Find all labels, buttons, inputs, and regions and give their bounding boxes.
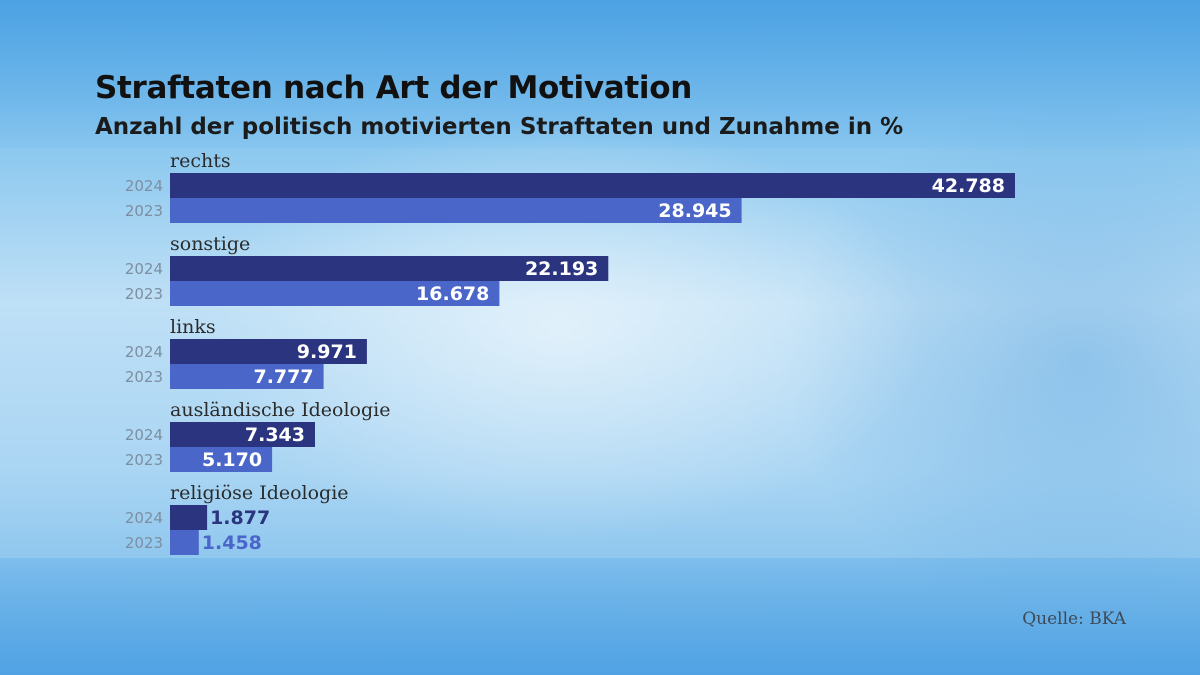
year-label: 2023: [125, 534, 163, 552]
category-label: rechts: [170, 150, 231, 172]
bar-group: links 2024 9.971 2023 7.777: [125, 316, 367, 389]
source-note: Quelle: BKA: [1022, 609, 1126, 629]
category-label: links: [170, 316, 216, 338]
bar-group: rechts 2024 42.788 2023 28.945: [125, 150, 1015, 223]
bar-2024-1: [170, 256, 609, 281]
footer-band: [0, 558, 1200, 675]
year-label: 2024: [125, 177, 163, 195]
value-label: 5.170: [202, 449, 262, 471]
year-label: 2023: [125, 202, 163, 220]
value-label: 1.877: [210, 507, 270, 529]
year-label: 2023: [125, 368, 163, 386]
value-label: 16.678: [416, 283, 489, 305]
bar-2024-2: [170, 339, 367, 364]
year-label: 2024: [125, 260, 163, 278]
category-label: sonstige: [170, 233, 250, 255]
chart-subtitle: Anzahl der politisch motivierten Strafta…: [95, 114, 904, 140]
bar-2023-0: [170, 198, 742, 223]
value-label: 7.777: [253, 366, 313, 388]
bar-group: religiöse Ideologie 2024 1.877 2023 1.458: [125, 482, 349, 555]
value-label: 28.945: [658, 200, 731, 222]
chart-title: Straftaten nach Art der Motivation: [95, 70, 693, 106]
bar-group: ausländische Ideologie 2024 7.343 2023 5.170: [125, 399, 390, 472]
value-label: 7.343: [245, 424, 305, 446]
category-label: ausländische Ideologie: [170, 399, 390, 421]
bar-2024-4: [170, 505, 208, 530]
bar-group: sonstige 2024 22.193 2023 16.678: [125, 233, 609, 306]
year-label: 2023: [125, 285, 163, 303]
value-label: 1.458: [202, 532, 262, 554]
year-label: 2023: [125, 451, 163, 469]
value-label: 42.788: [932, 175, 1005, 197]
year-label: 2024: [125, 343, 163, 361]
bar-2023-1: [170, 281, 500, 306]
bar-2023-4: [170, 530, 199, 555]
year-label: 2024: [125, 426, 163, 444]
bar-2024-3: [170, 422, 315, 447]
bar-2023-3: [170, 447, 273, 472]
category-label: religiöse Ideologie: [170, 482, 349, 504]
value-label: 9.971: [297, 341, 357, 363]
bar-2023-2: [170, 364, 324, 389]
year-label: 2024: [125, 509, 163, 527]
value-label: 22.193: [525, 258, 598, 280]
bar-2024-0: [170, 173, 1015, 198]
